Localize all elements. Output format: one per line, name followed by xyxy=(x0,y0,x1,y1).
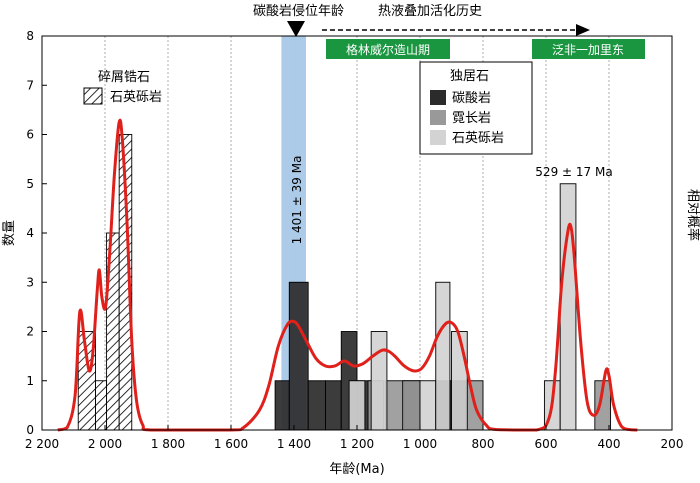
grenville-band xyxy=(326,39,450,59)
legend-monazite-title: 独居石 xyxy=(450,69,489,84)
intrusion-age-value: 1 401 ± 39 Ma xyxy=(290,156,304,245)
bar-monazite xyxy=(348,380,366,431)
y-tick-label: 7 xyxy=(26,78,34,92)
x-tick-label: 400 xyxy=(598,437,621,451)
y-tick-label: 1 xyxy=(26,374,34,388)
x-axis-title: 年龄(Ma) xyxy=(329,462,384,477)
bar-monazite xyxy=(419,380,437,431)
x-tick-label: 600 xyxy=(535,437,558,451)
legend-label-quartz-conglomerate: 石英砾岩 xyxy=(452,131,504,146)
bar-monazite xyxy=(384,380,405,431)
histogram-bars xyxy=(77,134,612,431)
legend-label-fenite: 霓长岩 xyxy=(452,111,491,126)
y-tick-label: 5 xyxy=(26,177,34,191)
peak-age-label: 529 ± 17 Ma xyxy=(535,165,612,179)
y-tick-label: 2 xyxy=(26,325,34,339)
legend-swatch-fenite xyxy=(430,110,446,125)
bar-monazite xyxy=(274,380,290,431)
bar-monazite xyxy=(451,331,468,431)
probability-curve-line xyxy=(57,118,638,432)
legend-detrital-item: 石英砾岩 xyxy=(110,90,162,105)
y-tick-label: 4 xyxy=(26,226,34,240)
bar-monazite xyxy=(288,281,309,431)
y-axis-title-right: 相对概率 xyxy=(685,189,700,241)
panafrican-label: 泛非一加里东 xyxy=(552,43,624,57)
x-tick-label: 1 200 xyxy=(340,437,374,451)
bar-monazite xyxy=(370,331,388,431)
bar-monazite xyxy=(435,281,451,431)
intrusion-age-marker xyxy=(287,21,305,37)
y-axis-title-left: 数量 xyxy=(2,220,17,246)
x-tick-label: 1 400 xyxy=(277,437,311,451)
axes: 2 200 2 000 1 800 1 600 1 400 1 200 1 000 800 60… xyxy=(25,29,684,451)
x-tick-label: 1 600 xyxy=(214,437,248,451)
legend-label-carbonatite: 碳酸岩 xyxy=(452,91,491,106)
hydrothermal-arrowhead xyxy=(576,24,590,36)
panafrican-band xyxy=(532,39,645,59)
legend-swatch-carbonatite xyxy=(430,90,446,105)
y-tick-label: 8 xyxy=(26,29,34,43)
bar-monazite xyxy=(559,183,577,431)
legend-detrital-title: 碎屑锆石 xyxy=(98,70,150,85)
bar-monazite xyxy=(325,380,342,431)
x-tick-label: 2 200 xyxy=(25,437,59,451)
bar-detrital xyxy=(95,380,108,431)
x-tick-label: 2 000 xyxy=(88,437,122,451)
intrusion-age-label: 碳酸岩侵位年龄 xyxy=(253,3,344,19)
y-tick-label: 3 xyxy=(26,275,34,289)
y-tick-label: 6 xyxy=(26,128,34,142)
legend-hatch-swatch xyxy=(83,87,103,105)
legend-swatch-quartz-conglomerate xyxy=(430,130,446,145)
x-tick-label: 1 800 xyxy=(151,437,185,451)
x-tick-label: 1 000 xyxy=(403,437,437,451)
probability-curve xyxy=(57,118,638,432)
x-tick-label: 800 xyxy=(472,437,495,451)
y-tick-label: 0 xyxy=(26,423,34,437)
bar-monazite xyxy=(307,380,326,431)
hydrothermal-label: 热液叠加活化历史 xyxy=(378,4,482,19)
x-tick-label: 200 xyxy=(661,437,684,451)
bar-monazite xyxy=(402,380,421,431)
grenville-label: 格林威尔造山期 xyxy=(346,42,430,57)
